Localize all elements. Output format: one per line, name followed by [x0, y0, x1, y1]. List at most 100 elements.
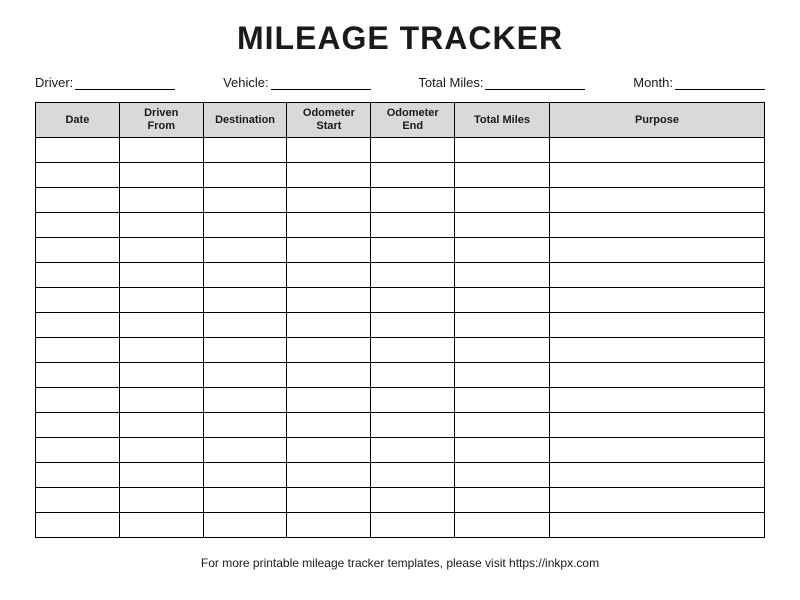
- table-cell: [36, 138, 120, 163]
- table-row: [36, 138, 765, 163]
- table-cell: [287, 463, 371, 488]
- table-cell: [119, 463, 203, 488]
- table-cell: [455, 163, 550, 188]
- table-cell: [119, 138, 203, 163]
- table-cell: [371, 163, 455, 188]
- table-cell: [455, 288, 550, 313]
- table-cell: [549, 238, 764, 263]
- table-cell: [119, 338, 203, 363]
- table-row: [36, 188, 765, 213]
- table-cell: [371, 288, 455, 313]
- footer-text: For more printable mileage tracker templ…: [35, 556, 765, 570]
- table-cell: [455, 213, 550, 238]
- table-row: [36, 438, 765, 463]
- table-row: [36, 288, 765, 313]
- table-cell: [287, 413, 371, 438]
- mileage-table: Date DrivenFrom Destination OdometerStar…: [35, 102, 765, 538]
- table-cell: [549, 188, 764, 213]
- table-cell: [203, 338, 287, 363]
- table-cell: [36, 238, 120, 263]
- table-cell: [287, 163, 371, 188]
- table-row: [36, 413, 765, 438]
- table-cell: [287, 188, 371, 213]
- table-cell: [287, 313, 371, 338]
- table-cell: [549, 338, 764, 363]
- table-cell: [119, 438, 203, 463]
- table-cell: [36, 213, 120, 238]
- table-row: [36, 363, 765, 388]
- table-cell: [371, 313, 455, 338]
- table-body: [36, 138, 765, 538]
- driver-field: Driver:: [35, 75, 175, 90]
- table-cell: [455, 263, 550, 288]
- table-cell: [36, 163, 120, 188]
- table-row: [36, 388, 765, 413]
- vehicle-line: [271, 76, 371, 90]
- table-cell: [36, 388, 120, 413]
- table-cell: [455, 313, 550, 338]
- info-fields-row: Driver: Vehicle: Total Miles: Month:: [35, 75, 765, 90]
- table-row: [36, 488, 765, 513]
- table-cell: [119, 288, 203, 313]
- table-cell: [371, 463, 455, 488]
- table-cell: [119, 238, 203, 263]
- col-header-total-miles: Total Miles: [455, 103, 550, 138]
- table-cell: [455, 438, 550, 463]
- table-cell: [203, 188, 287, 213]
- table-cell: [455, 238, 550, 263]
- table-cell: [36, 463, 120, 488]
- table-cell: [549, 438, 764, 463]
- table-cell: [371, 188, 455, 213]
- totalmiles-field: Total Miles:: [418, 75, 585, 90]
- table-row: [36, 313, 765, 338]
- table-cell: [119, 313, 203, 338]
- table-cell: [119, 413, 203, 438]
- table-cell: [36, 513, 120, 538]
- table-cell: [287, 488, 371, 513]
- table-cell: [549, 163, 764, 188]
- table-cell: [455, 388, 550, 413]
- table-header: Date DrivenFrom Destination OdometerStar…: [36, 103, 765, 138]
- col-header-driven-from: DrivenFrom: [119, 103, 203, 138]
- table-cell: [287, 238, 371, 263]
- table-cell: [287, 338, 371, 363]
- driver-line: [75, 76, 175, 90]
- col-header-date: Date: [36, 103, 120, 138]
- table-cell: [549, 213, 764, 238]
- table-cell: [203, 488, 287, 513]
- table-cell: [371, 363, 455, 388]
- table-cell: [203, 313, 287, 338]
- table-cell: [549, 288, 764, 313]
- table-row: [36, 463, 765, 488]
- totalmiles-label: Total Miles:: [418, 75, 483, 90]
- table-cell: [455, 188, 550, 213]
- table-cell: [203, 388, 287, 413]
- table-cell: [371, 263, 455, 288]
- totalmiles-line: [485, 76, 585, 90]
- table-cell: [371, 413, 455, 438]
- table-cell: [119, 388, 203, 413]
- table-cell: [36, 338, 120, 363]
- table-cell: [549, 513, 764, 538]
- table-cell: [455, 463, 550, 488]
- table-cell: [549, 263, 764, 288]
- table-cell: [36, 438, 120, 463]
- month-field: Month:: [633, 75, 765, 90]
- table-cell: [549, 488, 764, 513]
- table-cell: [287, 513, 371, 538]
- table-cell: [203, 213, 287, 238]
- table-cell: [549, 138, 764, 163]
- table-cell: [36, 188, 120, 213]
- table-cell: [549, 463, 764, 488]
- table-cell: [371, 513, 455, 538]
- table-cell: [371, 138, 455, 163]
- table-cell: [36, 413, 120, 438]
- month-label: Month:: [633, 75, 673, 90]
- vehicle-field: Vehicle:: [223, 75, 371, 90]
- table-cell: [287, 363, 371, 388]
- table-cell: [371, 338, 455, 363]
- table-cell: [203, 463, 287, 488]
- table-cell: [455, 363, 550, 388]
- table-row: [36, 263, 765, 288]
- table-cell: [287, 138, 371, 163]
